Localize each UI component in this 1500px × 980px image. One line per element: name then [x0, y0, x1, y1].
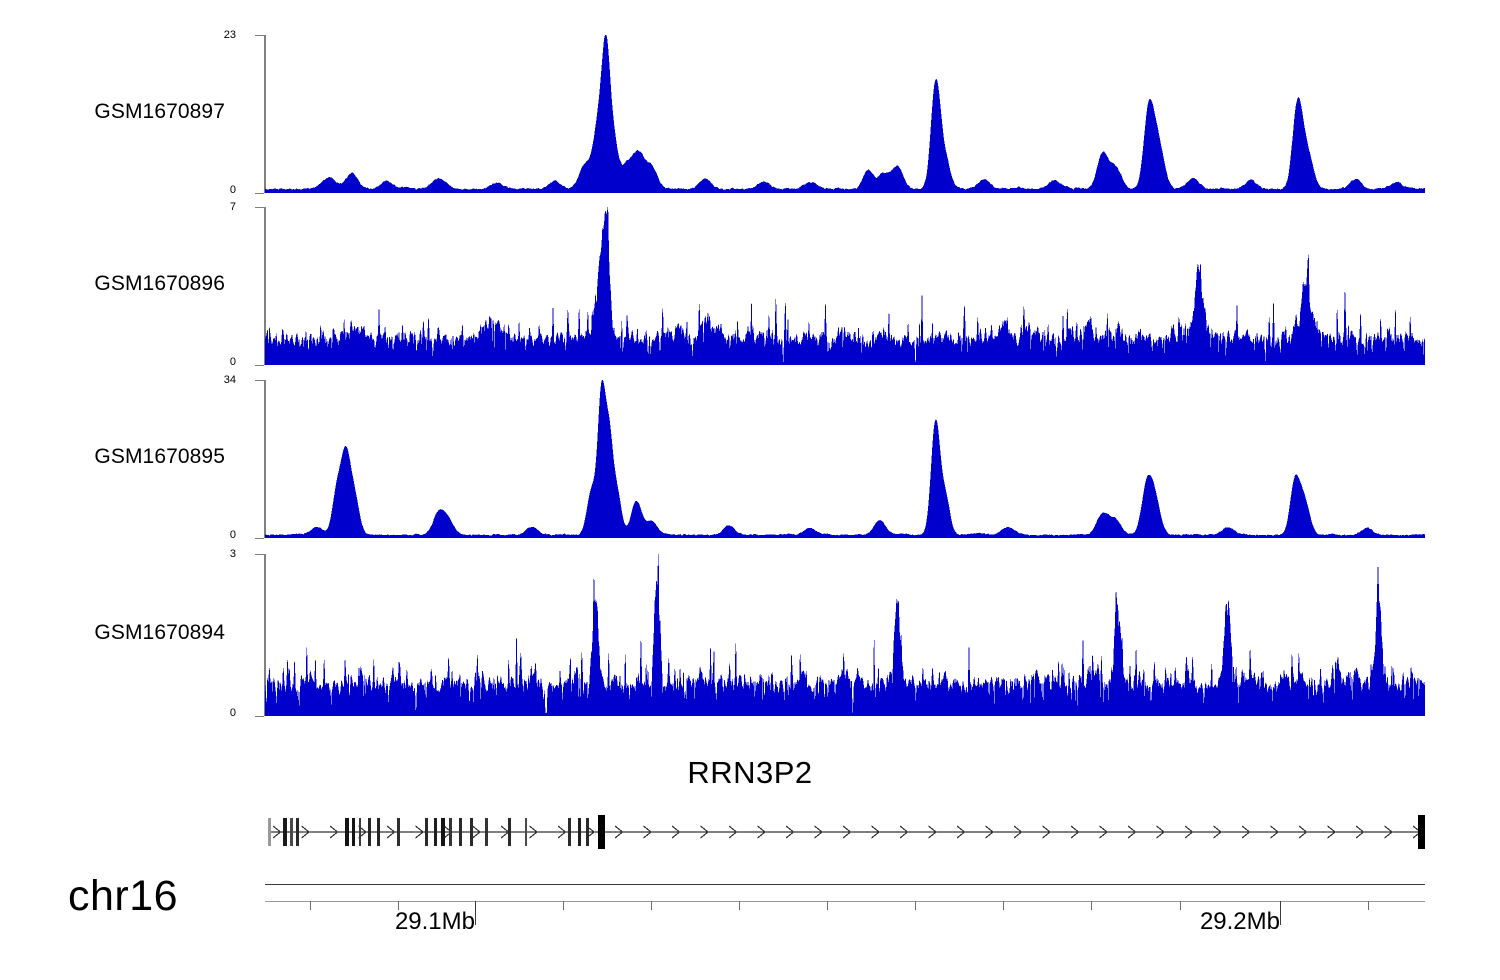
ruler-tick-minor — [1091, 901, 1092, 910]
ruler-tick-minor — [915, 901, 916, 910]
track-label-gsm1670894: GSM1670894 — [94, 621, 225, 644]
axis-min-value: 0 — [229, 184, 236, 196]
ruler-tick-major — [1280, 901, 1281, 925]
track-label-gsm1670895: GSM1670895 — [94, 445, 225, 468]
ruler-tick-minor — [739, 901, 740, 910]
axis-min-value: 0 — [229, 707, 236, 719]
signal-track: GSM1670894 3 0 — [0, 549, 1500, 719]
axis-spine — [264, 35, 266, 193]
signal-track: GSM1670896 7 0 — [0, 202, 1500, 368]
axis-tick-bottom — [255, 193, 264, 194]
ruler-tick-minor — [1368, 901, 1369, 910]
coverage-plot[interactable] — [265, 380, 1425, 538]
ruler-tick-minor — [827, 901, 828, 910]
ruler-top-rule — [265, 884, 1425, 885]
axis-spine — [264, 380, 266, 538]
axis-max-value: 34 — [223, 374, 236, 386]
track-label-gsm1670897: GSM1670897 — [94, 100, 225, 123]
axis-tick-bottom — [255, 538, 264, 539]
gene-model[interactable] — [255, 810, 1495, 859]
ruler-tick-label: 29.2Mb — [1199, 908, 1280, 935]
coordinate-ruler-panel: chr16 29.1Mb 29.2Mb — [0, 868, 1500, 980]
axis-spine — [264, 554, 266, 716]
gene-name-label: RRN3P2 — [687, 755, 813, 790]
ruler-tick-minor — [563, 901, 564, 910]
track-label-gsm1670896: GSM1670896 — [94, 272, 225, 295]
axis-max-value: 23 — [223, 29, 236, 41]
axis-tick-top — [255, 380, 264, 381]
signal-track: GSM1670897 23 0 — [0, 30, 1500, 196]
ruler-tick-minor — [1003, 901, 1004, 910]
axis-tick-bottom — [255, 716, 264, 717]
axis-spine — [264, 207, 266, 365]
ruler-tick-minor — [651, 901, 652, 910]
gene-annotation-panel: RRN3P2 — [0, 755, 1500, 880]
axis-tick-top — [255, 207, 264, 208]
ruler-baseline — [265, 901, 1425, 902]
signal-track: GSM1670895 34 0 — [0, 375, 1500, 541]
ruler-tick-label: 29.1Mb — [394, 908, 475, 935]
coverage-plot[interactable] — [265, 554, 1425, 716]
ruler-tick-minor — [1180, 901, 1181, 910]
ruler-tick-minor — [398, 901, 399, 910]
coverage-plot[interactable] — [265, 35, 1425, 193]
coverage-plot[interactable] — [265, 207, 1425, 365]
chromosome-label: chr16 — [68, 872, 179, 920]
axis-max-value: 3 — [229, 548, 236, 560]
axis-max-value: 7 — [229, 201, 236, 213]
axis-tick-top — [255, 35, 264, 36]
axis-tick-bottom — [255, 365, 264, 366]
axis-tick-top — [255, 554, 264, 555]
ruler-tick-major — [475, 901, 476, 925]
ruler-tick-minor — [310, 901, 311, 910]
axis-min-value: 0 — [229, 356, 236, 368]
axis-min-value: 0 — [229, 529, 236, 541]
